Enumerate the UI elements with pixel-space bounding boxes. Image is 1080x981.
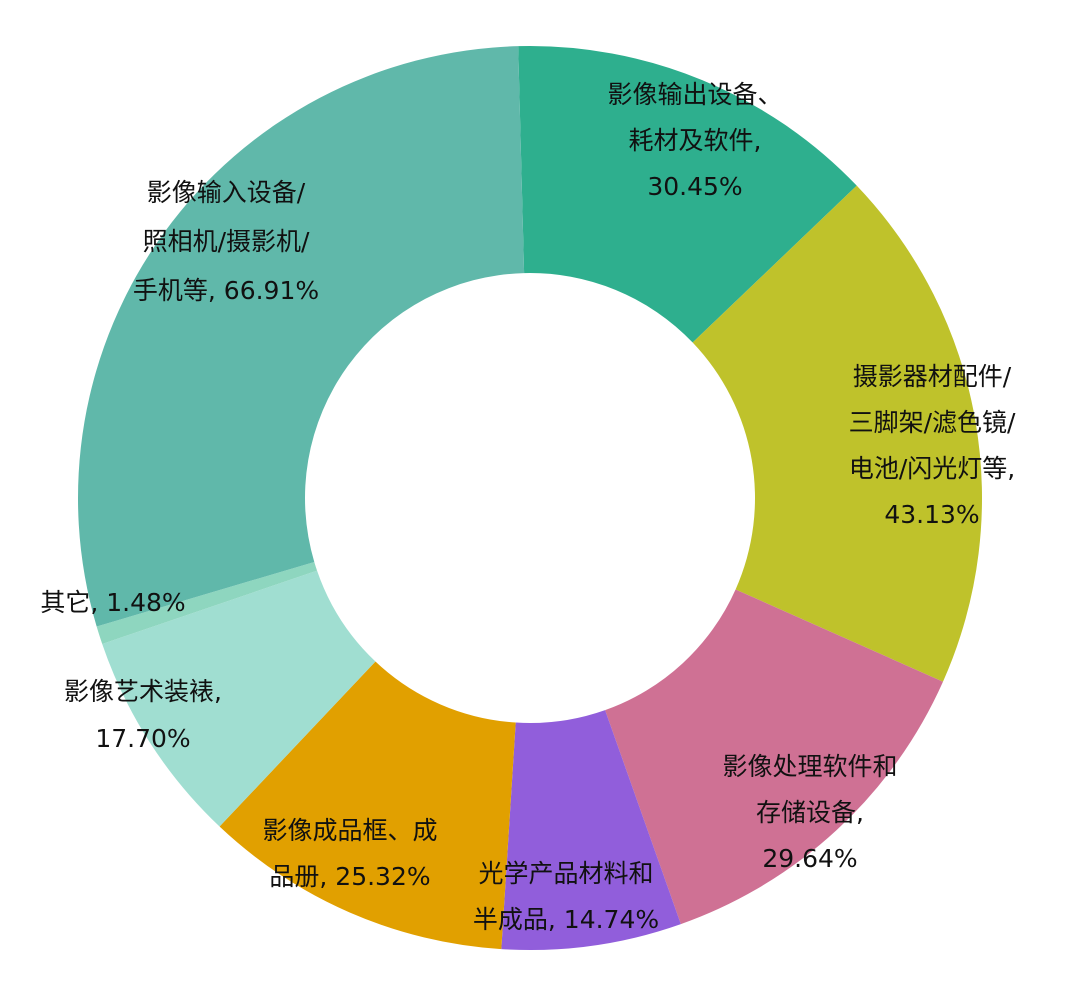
slice-label-7: 其它, 1.48% (40, 588, 185, 617)
slice-label-3: 影像处理软件和存储设备, 29.64% (722, 752, 897, 873)
slice-label-line: 其它, 1.48% (40, 588, 185, 617)
slice-label-line: 摄影器材配件/ (853, 362, 1012, 391)
slice-4 (501, 710, 681, 950)
slice-label-line: 存储设备, (756, 798, 864, 827)
slice-2 (692, 185, 982, 682)
slice-label-line: 光学产品材料和 (478, 859, 653, 888)
slice-label-line: 29.64% (762, 844, 857, 873)
slice-5 (219, 661, 516, 950)
slice-3 (605, 589, 943, 925)
slices-layer (78, 46, 982, 950)
slice-label-line: 照相机/摄影机/ (143, 227, 310, 256)
slice-label-line: 影像处理软件和 (722, 752, 897, 781)
slice-label-line: 电池/闪光灯等, (849, 454, 1015, 483)
slice-label-line: 30.45% (647, 172, 742, 201)
slice-label-line: 品册, 25.32% (269, 862, 430, 891)
slice-6 (102, 570, 376, 827)
slice-label-line: 手机等, 66.91% (133, 276, 319, 305)
slice-label-line: 影像艺术装裱, (64, 677, 222, 706)
slice-label-line: 半成品, 14.74% (473, 905, 659, 934)
slice-7 (96, 561, 318, 644)
slice-label-line: 43.13% (884, 500, 979, 529)
slice-label-line: 影像输入设备/ (147, 178, 306, 207)
labels-layer: 影像输出设备、耗材及软件, 30.45% 摄影器材配件/三脚架/滤色镜/电池/闪光灯… (40, 80, 1016, 934)
slice-label-5: 影像成品框、成品册, 25.32% (262, 816, 437, 891)
slice-8 (78, 46, 525, 627)
slice-label-line: 影像输出设备、 (607, 80, 782, 109)
slice-label-line: 影像成品框、成 (262, 816, 437, 845)
slice-label-line: 耗材及软件, (629, 126, 762, 155)
slice-label-8: 影像输入设备/照相机/摄影机/手机等, 66.91% (133, 178, 319, 305)
slice-label-line: 三脚架/滤色镜/ (849, 408, 1016, 437)
slice-label-line: 17.70% (95, 724, 190, 753)
slice-label-2: 摄影器材配件/三脚架/滤色镜/电池/闪光灯等, 43.13% (849, 362, 1016, 529)
slice-label-1: 影像输出设备、耗材及软件, 30.45% (607, 80, 782, 201)
slice-label-6: 影像艺术装裱, 17.70% (64, 677, 222, 753)
slice-1 (518, 46, 857, 343)
slice-label-4: 光学产品材料和半成品, 14.74% (473, 859, 659, 934)
